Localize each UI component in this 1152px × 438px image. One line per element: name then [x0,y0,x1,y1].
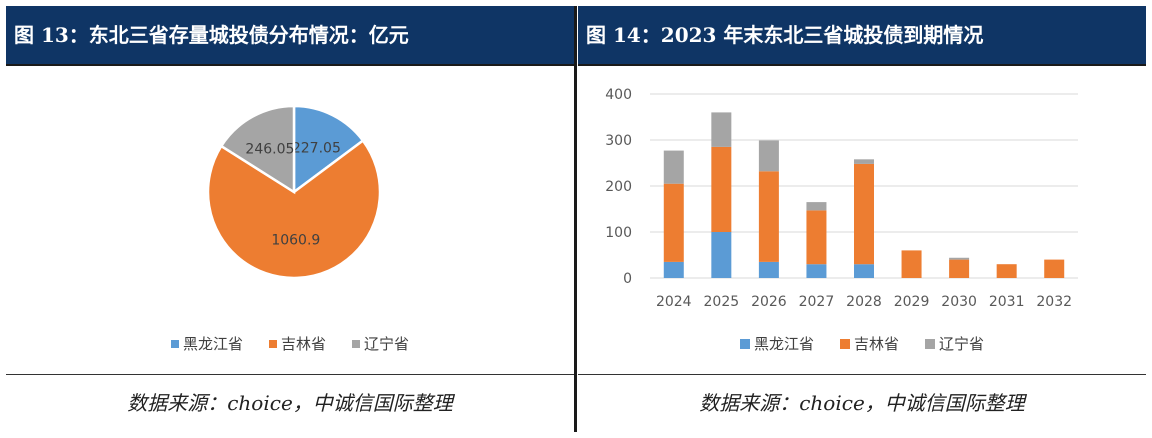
header-rule [6,64,574,66]
pie-legend-swatch [352,339,360,348]
pie-panel-title: 图 13：东北三省存量城投债分布情况：亿元 [6,6,574,64]
bar-segment [758,261,779,278]
pie-slice [206,138,382,280]
pie-legend-swatch [170,339,179,348]
y-tick-label: 200 [605,179,632,195]
bar-segment [854,163,874,265]
panel-divider [574,6,577,432]
source-rule [578,374,1146,375]
pie-chart-area: 227.05 1060.9 246.05 黑龙江省 吉林省 辽宁省 [6,66,574,374]
x-tick-label: 2027 [799,294,835,310]
x-tick-label: 2029 [894,294,930,310]
bar-legend-swatch [925,338,935,349]
x-tick-label: 2032 [1036,294,1072,310]
x-tick-label: 2025 [704,294,740,310]
pie-legend-label: 黑龙江省 [182,335,243,353]
bar-legend-label: 辽宁省 [939,335,985,353]
bar-chart-area: 0 100 200 300 400 2024 2025 2026 2027 2028 2029 203… [578,66,1146,374]
bar-segment [663,261,684,278]
bar-segment [711,232,732,278]
y-tick-label: 0 [623,271,632,287]
bar-panel-title: 图 14：2023 年末东北三省城投债到期情况 [578,6,1146,64]
bar-legend-item: 辽宁省 [925,333,984,354]
bar-legend-label: 吉林省 [853,335,899,353]
pie-chart: 227.05 1060.9 246.05 [206,104,382,280]
pie-data-label: 1060.9 [271,232,320,248]
pie-data-label: 227.05 [292,140,341,156]
y-tick-label: 400 [605,87,632,103]
bar-segment [806,264,827,278]
pie-legend-item: 黑龙江省 [170,333,243,354]
bar-segment [949,257,970,260]
bar-legend-item: 黑龙江省 [739,333,814,354]
bar-segment [1044,259,1065,278]
pie-legend-item: 辽宁省 [352,333,409,354]
pie-legend-swatch [268,339,277,348]
bar-segment [806,210,827,265]
bar-legend-swatch [739,338,750,349]
bar-segment [663,150,684,184]
x-tick-label: 2030 [941,294,977,310]
bar-legend-item: 吉林省 [839,333,899,354]
bar-segment [758,140,779,172]
pie-slice [219,104,296,195]
bar-panel: 图 14：2023 年末东北三省城投债到期情况 0 100 200 300 400 202… [578,6,1146,432]
pie-legend-label: 辽宁省 [364,335,410,353]
bar-segment [854,264,874,278]
bar-segment [949,259,970,278]
bar-segment [854,159,874,164]
bar-segment [901,250,922,278]
bar-segment [806,202,827,211]
bar-legend-label: 黑龙江省 [753,335,814,353]
y-tick-label: 300 [605,133,632,149]
pie-slice [292,104,365,195]
pie-legend-label: 吉林省 [280,335,326,353]
pie-legend: 黑龙江省 吉林省 辽宁省 [6,333,574,354]
header-rule [578,64,1146,66]
bar-segment [996,264,1017,278]
bar-segment [663,183,684,262]
pie-panel: 图 13：东北三省存量城投债分布情况：亿元 227.05 1060.9 246.05… [6,6,574,432]
bar-segment [711,112,732,147]
stacked-bar-chart: 0 100 200 300 400 2024 2025 2026 2027 2028 2029 203… [605,87,1078,310]
source-rule [6,374,574,375]
x-tick-label: 2031 [989,294,1025,310]
y-tick-label: 100 [605,225,632,241]
bar-legend-swatch [839,338,850,349]
bar-segment [758,171,779,262]
bar-source-note: 数据来源：choice，中诚信国际整理 [699,391,1025,415]
pie-legend-item: 吉林省 [268,333,326,354]
x-tick-label: 2026 [751,294,787,310]
pie-data-label: 246.05 [245,141,294,157]
bar-segment [711,146,732,232]
x-tick-label: 2024 [656,294,692,310]
bar-legend: 黑龙江省 吉林省 辽宁省 [578,333,1146,354]
x-tick-label: 2028 [846,294,882,310]
pie-source-note: 数据来源：choice，中诚信国际整理 [127,391,453,415]
